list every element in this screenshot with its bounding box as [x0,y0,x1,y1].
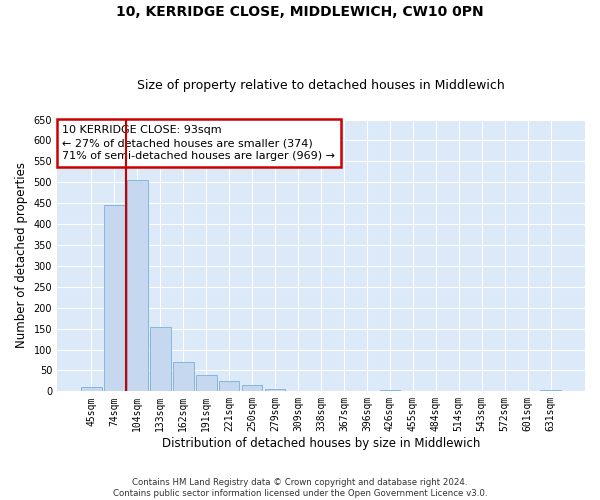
Bar [219,381,239,392]
Bar [242,385,262,392]
Bar [541,390,561,392]
Bar [380,390,400,392]
Title: Size of property relative to detached houses in Middlewich: Size of property relative to detached ho… [137,79,505,92]
X-axis label: Distribution of detached houses by size in Middlewich: Distribution of detached houses by size … [162,437,480,450]
Bar [127,180,148,392]
Text: Contains HM Land Registry data © Crown copyright and database right 2024.
Contai: Contains HM Land Registry data © Crown c… [113,478,487,498]
Bar [265,389,286,392]
Y-axis label: Number of detached properties: Number of detached properties [15,162,28,348]
Bar [81,387,102,392]
Bar [150,326,170,392]
Text: 10 KERRIDGE CLOSE: 93sqm
← 27% of detached houses are smaller (374)
71% of semi-: 10 KERRIDGE CLOSE: 93sqm ← 27% of detach… [62,125,335,162]
Text: 10, KERRIDGE CLOSE, MIDDLEWICH, CW10 0PN: 10, KERRIDGE CLOSE, MIDDLEWICH, CW10 0PN [116,5,484,19]
Bar [104,206,125,392]
Bar [196,374,217,392]
Bar [173,362,194,392]
